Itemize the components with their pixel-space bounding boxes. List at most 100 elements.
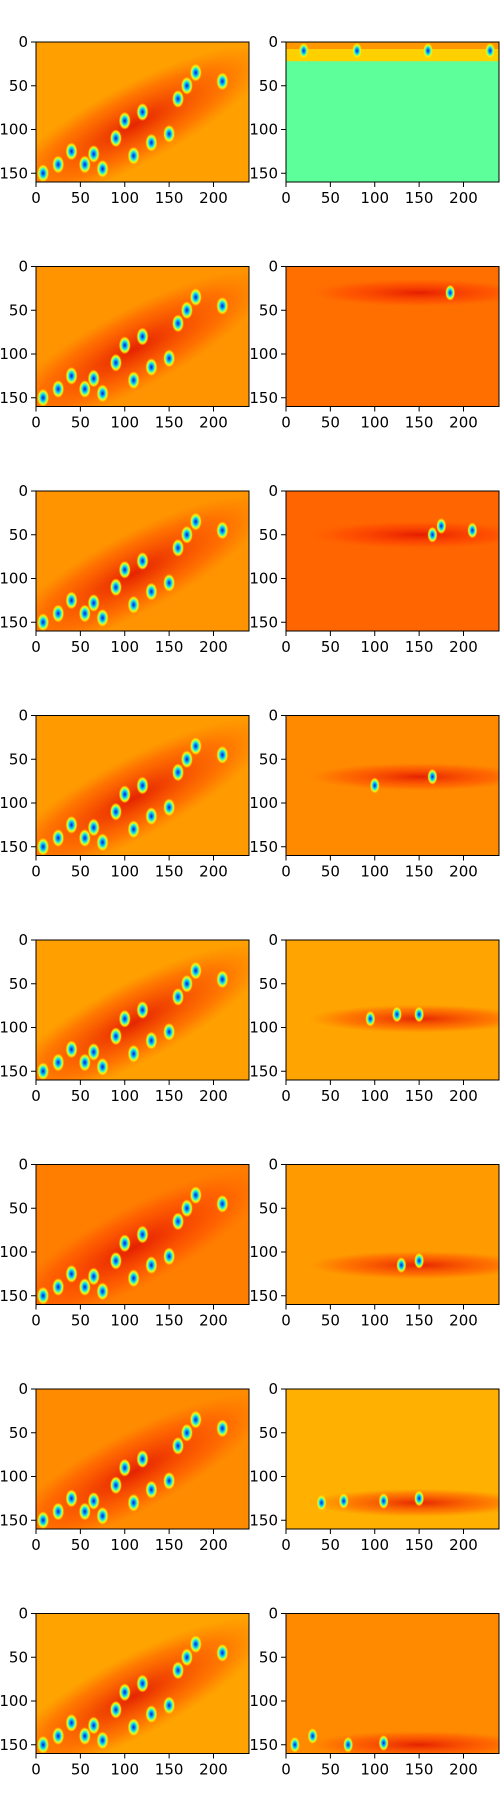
axes-frame bbox=[35, 266, 250, 407]
axes-frame bbox=[285, 490, 500, 632]
y-tick-label: 100 bbox=[249, 794, 278, 812]
heatmap-panel-r1-c1: 0 50 100 150 200 0 50 100 150 bbox=[0, 33, 250, 207]
x-tick-label: 100 bbox=[360, 1087, 389, 1105]
heatmap-blob bbox=[163, 349, 176, 368]
x-tick-label: 100 bbox=[360, 1312, 389, 1330]
heatmap-blob bbox=[136, 103, 149, 121]
y-tick-label: 50 bbox=[259, 1199, 278, 1217]
y-tick-label: 0 bbox=[18, 33, 28, 51]
heatmap-blob bbox=[87, 1043, 100, 1061]
heatmap-blob bbox=[163, 1471, 176, 1490]
heatmap-blob bbox=[87, 1267, 100, 1286]
heatmap-blob bbox=[118, 1234, 131, 1253]
heatmap-blob bbox=[78, 380, 91, 398]
x-tick-label: 50 bbox=[321, 1536, 340, 1554]
axes-frame bbox=[285, 1164, 500, 1305]
x-tick-label: 0 bbox=[31, 638, 41, 656]
heatmap-blob bbox=[96, 1057, 109, 1076]
y-tick-label: 100 bbox=[0, 570, 28, 588]
x-tick-label: 200 bbox=[449, 1761, 478, 1779]
heatmap-blob bbox=[163, 124, 176, 143]
heatmap-blob bbox=[145, 133, 158, 152]
heatmap-panel-r2-c2: 0 50 100 150 200 0 50 100 150 bbox=[249, 258, 500, 432]
x-tick-label: 200 bbox=[449, 638, 478, 656]
heatmap-blob bbox=[414, 1006, 425, 1023]
heatmap-image bbox=[286, 42, 499, 182]
y-tick-label: 150 bbox=[249, 1287, 278, 1305]
y-tick-label: 100 bbox=[249, 570, 278, 588]
y-tick-label: 100 bbox=[0, 1019, 28, 1037]
heatmap-blob bbox=[189, 63, 202, 82]
heatmap-image bbox=[36, 42, 249, 182]
y-tick-label: 100 bbox=[249, 1243, 278, 1261]
x-tick-label: 0 bbox=[31, 1087, 41, 1105]
heatmap-blob bbox=[52, 604, 65, 623]
heatmap-blob bbox=[65, 591, 78, 610]
axes-frame bbox=[285, 939, 500, 1081]
heatmap-band bbox=[309, 1488, 499, 1517]
heatmap-image bbox=[36, 266, 249, 407]
x-tick-label: 50 bbox=[71, 1536, 90, 1554]
heatmap-band bbox=[309, 1730, 499, 1754]
x-tick-label: 0 bbox=[281, 638, 291, 656]
heatmap-panel-r6-c1: 0 50 100 150 200 0 50 100 150 bbox=[0, 1156, 250, 1330]
x-tick-label: 0 bbox=[31, 863, 41, 881]
y-tick-label: 50 bbox=[9, 301, 28, 319]
x-tick-label: 0 bbox=[31, 1312, 41, 1330]
axes-frame bbox=[35, 939, 250, 1081]
y-tick-label: 150 bbox=[249, 1736, 278, 1754]
x-tick-label: 0 bbox=[281, 1087, 291, 1105]
heatmap-image bbox=[36, 1613, 249, 1754]
heatmap-blob bbox=[289, 1736, 300, 1753]
x-tick-label: 50 bbox=[71, 863, 90, 881]
heatmap-blob bbox=[145, 807, 158, 826]
heatmap-blob bbox=[216, 1419, 229, 1438]
heatmap-blob bbox=[52, 380, 65, 398]
y-tick-label: 50 bbox=[9, 1199, 28, 1217]
heatmap-blob bbox=[189, 1635, 202, 1654]
x-tick-label: 200 bbox=[449, 414, 478, 432]
y-tick-label: 100 bbox=[249, 1468, 278, 1486]
heatmap-blob bbox=[78, 1502, 91, 1521]
heatmap-image bbox=[36, 491, 249, 631]
heatmap-band bbox=[309, 520, 499, 549]
heatmap-blob bbox=[78, 1278, 91, 1296]
y-tick-label: 0 bbox=[18, 258, 28, 276]
heatmap-blob bbox=[180, 76, 193, 95]
heatmap-blob bbox=[163, 798, 176, 817]
heatmap-blob bbox=[316, 1494, 327, 1511]
heatmap-panel-r8-c2: 0 50 100 150 200 0 50 100 150 bbox=[249, 1605, 500, 1779]
y-tick-label: 50 bbox=[259, 77, 278, 95]
heatmap-background bbox=[286, 1164, 499, 1305]
heatmap-blob bbox=[96, 384, 109, 403]
y-tick-label: 0 bbox=[18, 1605, 28, 1623]
heatmap-image bbox=[36, 940, 249, 1080]
y-tick-label: 100 bbox=[0, 121, 28, 139]
heatmap-blob bbox=[65, 1489, 78, 1508]
heatmap-blob bbox=[87, 1492, 100, 1510]
heatmap-blob bbox=[118, 560, 131, 579]
heatmap-blob bbox=[145, 1256, 158, 1275]
x-tick-label: 100 bbox=[110, 1312, 139, 1330]
y-tick-label: 50 bbox=[9, 975, 28, 993]
heatmap-blob bbox=[136, 1225, 149, 1244]
x-tick-label: 150 bbox=[155, 414, 184, 432]
heatmap-blob bbox=[172, 89, 184, 108]
heatmap-band bbox=[309, 1004, 499, 1033]
heatmap-band bbox=[36, 1617, 249, 1754]
heatmap-blob bbox=[87, 1716, 100, 1735]
heatmap-blob bbox=[189, 1410, 202, 1429]
y-tick-label: 100 bbox=[0, 1692, 28, 1710]
heatmap-blob bbox=[180, 750, 193, 769]
x-tick-label: 50 bbox=[321, 1761, 340, 1779]
heatmap-blob bbox=[37, 1062, 50, 1080]
axes-frame bbox=[285, 41, 500, 183]
y-tick-label: 100 bbox=[0, 1243, 28, 1261]
heatmap-blob bbox=[65, 366, 78, 385]
heatmap-image bbox=[286, 491, 499, 631]
heatmap-band bbox=[309, 762, 499, 791]
axes-frame bbox=[35, 1164, 250, 1305]
x-tick-label: 150 bbox=[405, 189, 434, 207]
axes-frame bbox=[35, 490, 250, 632]
